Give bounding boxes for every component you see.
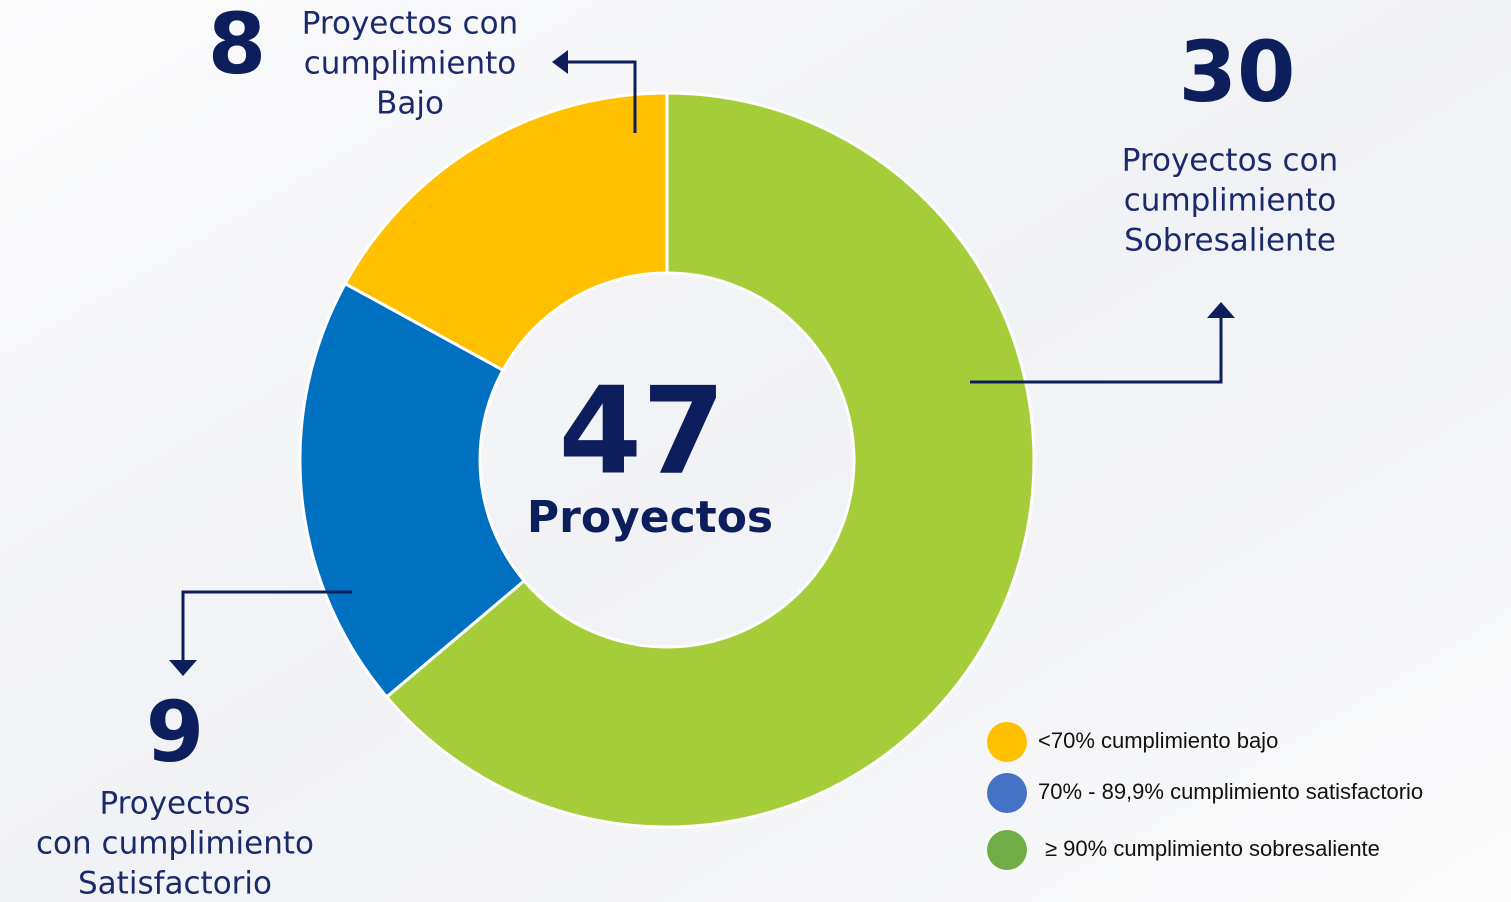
donut-slice bbox=[298, 281, 527, 700]
donut-slice bbox=[343, 91, 669, 373]
value-label: 9 bbox=[146, 683, 204, 781]
callout-line bbox=[970, 318, 1223, 384]
value-label: 8 bbox=[208, 0, 266, 93]
slice-label: con cumplimiento bbox=[36, 826, 314, 862]
center-label: Proyectos bbox=[527, 492, 773, 543]
slice-label: Sobresaliente bbox=[1124, 223, 1336, 259]
arrow-head bbox=[1207, 302, 1235, 318]
slice-label: cumplimiento bbox=[1124, 183, 1336, 219]
legend-swatch bbox=[987, 773, 1027, 813]
legend-label: 70% - 89,9% cumplimiento satisfactorio bbox=[1038, 779, 1423, 804]
center-value: 47 bbox=[559, 363, 726, 502]
slice-label: cumplimiento bbox=[304, 46, 516, 82]
legend-label: <70% cumplimiento bajo bbox=[1038, 728, 1278, 753]
slice-label: Proyectos bbox=[100, 786, 251, 822]
slice-label: Proyectos con bbox=[1122, 143, 1338, 179]
callout-line bbox=[568, 60, 637, 133]
legend-swatch bbox=[987, 722, 1027, 762]
legend-swatch bbox=[987, 830, 1027, 870]
arrow-head bbox=[552, 50, 568, 74]
callout-line bbox=[181, 590, 352, 660]
arrow-head bbox=[169, 660, 197, 676]
slice-label: Bajo bbox=[376, 86, 444, 122]
legend-label: ≥ 90% cumplimiento sobresaliente bbox=[1045, 836, 1380, 861]
value-label: 30 bbox=[1179, 23, 1296, 121]
slice-label: Satisfactorio bbox=[78, 866, 272, 902]
donut-slice bbox=[384, 91, 1036, 829]
slice-label: Proyectos con bbox=[302, 6, 518, 42]
